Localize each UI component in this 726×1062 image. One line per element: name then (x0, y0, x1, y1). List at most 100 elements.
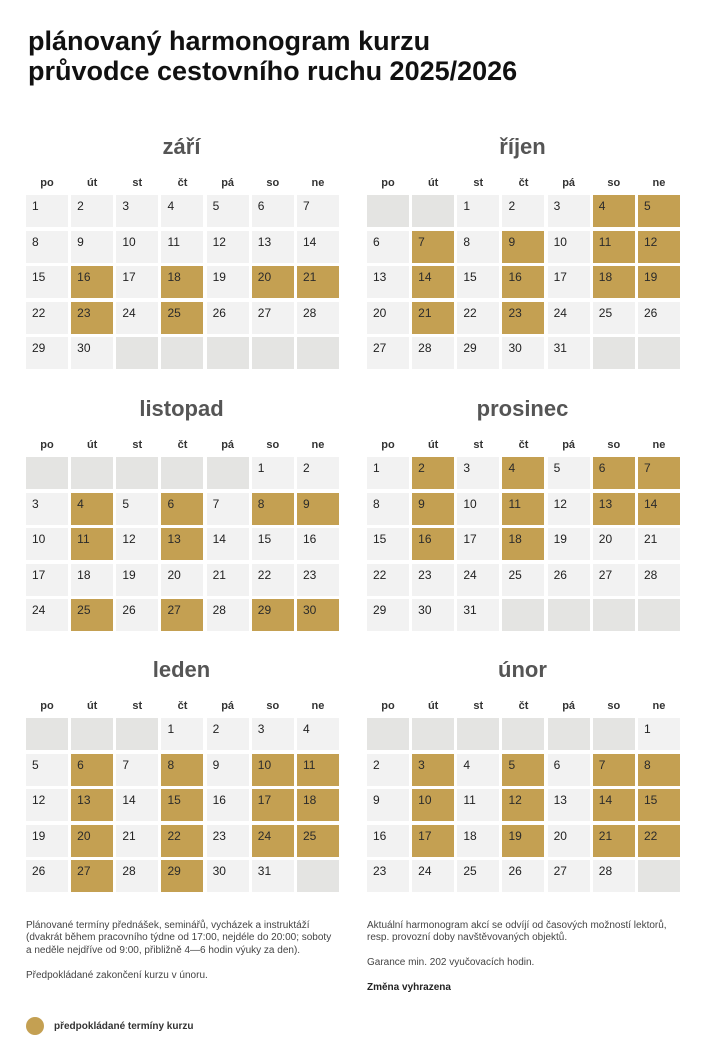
day-cell: 4 (296, 718, 339, 750)
day-cell: 17 (26, 563, 68, 596)
course-day-cell: 23 (502, 301, 545, 334)
course-day-cell: 12 (637, 230, 680, 263)
weekday-label: st (132, 177, 143, 189)
day-cell: 6 (367, 230, 409, 263)
page-title: plánovaný harmonogram kurzu průvodce ces… (28, 26, 517, 86)
day-cell: 30 (71, 337, 114, 369)
weekday-label: st (132, 439, 143, 451)
empty-day-cell (296, 860, 339, 892)
day-cell: 26 (547, 563, 590, 596)
weekday-label: čt (518, 439, 529, 451)
day-cell: 17 (457, 528, 500, 560)
empty-day-cell (296, 337, 339, 369)
day-cell: 13 (547, 789, 590, 821)
day-cell: 4 (457, 753, 500, 786)
day-cell: 2 (502, 195, 545, 227)
day-cell: 10 (547, 230, 590, 263)
day-cell: 26 (637, 301, 680, 334)
footer-right: Aktuální harmonogram akcí se odvíjí od č… (367, 920, 667, 1007)
weekday-label: pá (562, 439, 576, 451)
empty-day-cell (116, 337, 159, 369)
course-day-cell: 7 (637, 457, 680, 489)
day-cell: 12 (26, 789, 68, 821)
course-day-cell: 16 (412, 528, 455, 560)
course-day-cell: 10 (412, 789, 455, 821)
course-day-cell: 9 (296, 492, 339, 525)
weekday-label: ne (652, 177, 666, 189)
day-cell: 9 (206, 753, 249, 786)
weekday-label: ne (652, 439, 666, 451)
course-day-cell: 2 (412, 457, 455, 489)
days-grid: 1 2 3 4 5 6 7 8 9 10 11 12 13 14 15 16 17 18 19 20 21 22 23 24 2… (367, 457, 680, 631)
month-name: leden (152, 657, 211, 682)
day-cell: 3 (26, 492, 68, 525)
weekday-label: st (473, 700, 484, 712)
day-cell: 30 (206, 860, 249, 892)
empty-day-cell (26, 718, 68, 750)
day-cell: 1 (457, 195, 500, 227)
course-day-cell: 4 (71, 492, 114, 525)
title-line-2: průvodce cestovního ruchu 2025/2026 (28, 56, 518, 86)
day-cell: 15 (367, 528, 409, 560)
course-day-cell: 17 (412, 824, 455, 857)
day-cell: 15 (26, 266, 68, 298)
day-cell: 24 (412, 860, 455, 892)
day-cell: 21 (116, 824, 159, 857)
course-day-cell: 27 (161, 599, 204, 631)
day-cell: 8 (26, 230, 68, 263)
course-day-cell: 24 (251, 824, 294, 857)
course-day-cell: 5 (637, 195, 680, 227)
day-cell: 22 (251, 563, 294, 596)
schedule-note: Plánované termíny přednášek, seminářů, v… (26, 920, 332, 956)
day-cell: 1 (161, 718, 204, 750)
course-day-cell: 21 (412, 301, 455, 334)
day-cell: 15 (251, 528, 294, 560)
course-day-cell: 9 (412, 492, 455, 525)
course-day-cell: 17 (251, 789, 294, 821)
day-cell: 23 (296, 563, 339, 596)
empty-day-cell (251, 337, 294, 369)
weekday-label: po (381, 700, 395, 712)
course-day-cell: 6 (71, 753, 114, 786)
day-cell: 8 (367, 492, 409, 525)
day-cell: 22 (26, 301, 68, 334)
course-day-cell: 14 (592, 789, 635, 821)
course-day-cell: 22 (637, 824, 680, 857)
day-cell: 28 (296, 301, 339, 334)
month-calendar-4: prosinec po út st čt pá so ne 1 2 3 4 5 6 7 8 9 10 11 12 1… (367, 395, 680, 631)
day-cell: 16 (367, 824, 409, 857)
day-cell: 11 (457, 789, 500, 821)
day-cell: 1 (367, 457, 409, 489)
course-day-cell: 13 (161, 528, 204, 560)
empty-day-cell (26, 457, 68, 489)
day-cell: 29 (26, 337, 68, 369)
empty-day-cell (206, 337, 249, 369)
day-cell: 29 (367, 599, 409, 631)
course-day-cell: 14 (637, 492, 680, 525)
empty-day-cell (502, 718, 545, 750)
day-cell: 25 (457, 860, 500, 892)
weekday-label: út (86, 700, 98, 712)
day-cell: 26 (502, 860, 545, 892)
weekday-label: út (86, 177, 98, 189)
day-cell: 23 (206, 824, 249, 857)
weekday-label: pá (562, 177, 576, 189)
course-day-cell: 19 (637, 266, 680, 298)
day-cell: 6 (547, 753, 590, 786)
weekday-label: po (40, 177, 54, 189)
weekday-label: čt (177, 177, 188, 189)
weekday-header: po út st čt pá so ne (26, 437, 337, 453)
month-calendar-5: leden po út st čt pá so ne 1 2 3 4 5 6 7 8 9 10 11 12 13 14… (26, 656, 339, 892)
day-cell: 27 (547, 860, 590, 892)
day-cell: 12 (547, 492, 590, 525)
weekday-label: pá (221, 700, 235, 712)
weekday-label: út (427, 439, 439, 451)
day-cell: 7 (206, 492, 249, 525)
day-cell: 5 (206, 195, 249, 227)
day-cell: 5 (116, 492, 159, 525)
course-day-cell: 27 (71, 860, 114, 892)
day-cell: 20 (547, 824, 590, 857)
empty-day-cell (457, 718, 500, 750)
day-cell: 25 (502, 563, 545, 596)
day-cell: 19 (26, 824, 68, 857)
